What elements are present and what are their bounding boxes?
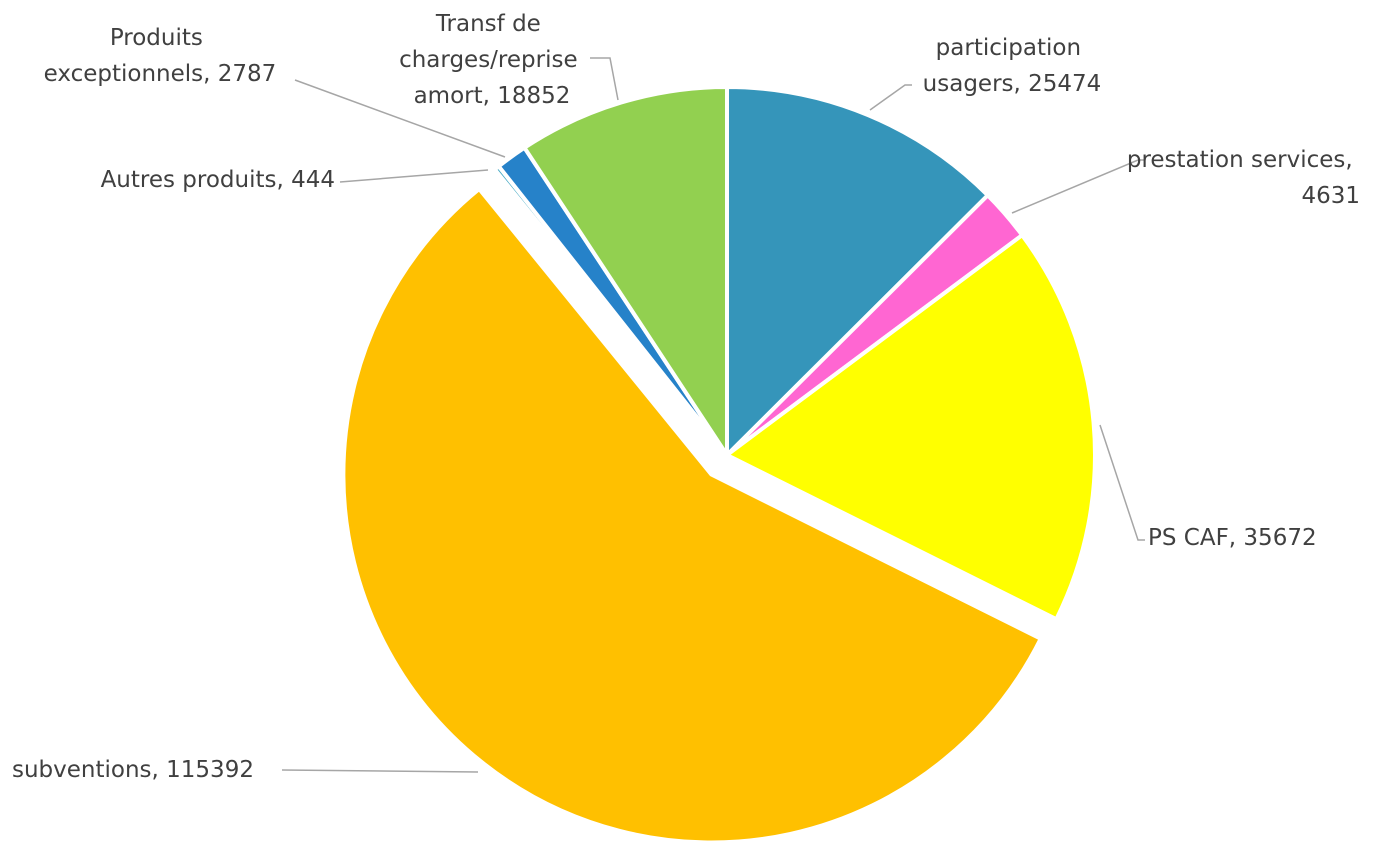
leader-line (1011, 159, 1145, 214)
data-label-line: Autres produits, 444 (101, 167, 335, 193)
leader-line (281, 769, 479, 773)
leader-line (590, 57, 619, 101)
data-label-line: usagers, 25474 (923, 71, 1102, 97)
data-label-line: Transf de (435, 11, 548, 37)
pie-slice (725, 233, 1097, 622)
pie-slice (725, 85, 990, 457)
data-label-line: 4631 (1301, 183, 1360, 209)
leader-line (339, 169, 489, 183)
data-label-line: subventions, 115392 (12, 757, 254, 783)
data-label: Transf de charges/reprise amort, 18852 (399, 11, 585, 109)
leader-line (294, 79, 506, 158)
data-label-line: participation (936, 35, 1089, 61)
data-label-line: exceptionnels, 2787 (44, 61, 277, 87)
data-label-line: prestation services, (1127, 147, 1360, 173)
data-label: subventions, 115392 (12, 757, 254, 783)
data-label-line: amort, 18852 (414, 83, 571, 109)
leader-line (869, 84, 912, 111)
pie-slice (341, 186, 1043, 845)
data-label: PS CAF, 35672 (1148, 525, 1317, 551)
data-label: participation usagers, 25474 (923, 35, 1102, 97)
leader-line (1099, 424, 1145, 541)
data-label: prestation services, 4631 (1127, 147, 1360, 209)
data-label: Produits exceptionnels, 2787 (44, 25, 277, 87)
data-label: Autres produits, 444 (101, 167, 335, 193)
data-label-line: charges/reprise (399, 47, 585, 73)
data-label-line: PS CAF, 35672 (1148, 525, 1317, 551)
data-label-line: Produits (110, 25, 210, 51)
pie-slice (522, 85, 729, 457)
